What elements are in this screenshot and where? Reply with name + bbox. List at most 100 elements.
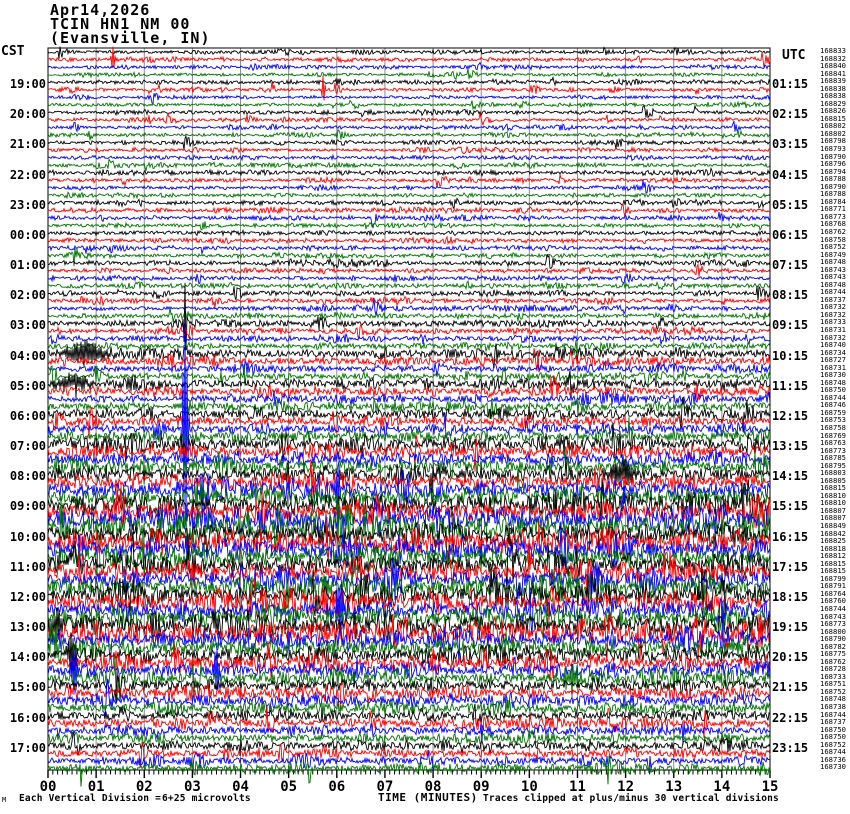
- trace-id: 168748: [820, 694, 846, 704]
- trace-id: 168743: [820, 272, 846, 282]
- cst-label-00:00: 00:00: [9, 227, 46, 242]
- trace-id: 168750: [820, 724, 846, 734]
- trace-id: 168849: [820, 521, 846, 531]
- utc-label-11:15: 11:15: [772, 378, 809, 393]
- header-station: TCIN HN1 NM 00: [50, 15, 191, 33]
- trace-id: 168730: [820, 762, 846, 772]
- cst-label-10:00: 10:00: [9, 529, 46, 544]
- cst-label-23:00: 23:00: [9, 197, 46, 212]
- trace-id: 168752: [820, 739, 846, 749]
- trace-id: 168790: [820, 151, 846, 161]
- trace-id: 168732: [820, 302, 846, 312]
- trace-id: 168815: [820, 558, 846, 568]
- cst-label-05:00: 05:00: [9, 378, 46, 393]
- minute-tick-04: 04: [232, 779, 249, 795]
- header-location: (Evansville, IN): [50, 29, 211, 47]
- trace-id: 168768: [820, 219, 846, 229]
- trace-id: 168784: [820, 196, 846, 206]
- trace-id: 168790: [820, 181, 846, 191]
- cst-label-03:00: 03:00: [9, 318, 46, 333]
- trace-id: 168807: [820, 513, 846, 523]
- trace-id: 168842: [820, 528, 846, 538]
- trace-id: 168833: [820, 46, 846, 55]
- trace-id: 168738: [820, 701, 846, 711]
- minute-tick-09: 09: [472, 779, 490, 795]
- trace-id: 168769: [820, 430, 846, 440]
- trace-id: 168750: [820, 732, 846, 742]
- minute-tick-13: 13: [665, 779, 683, 795]
- trace-id: 168788: [820, 174, 846, 184]
- minute-tick-00: 00: [39, 779, 57, 795]
- trace-id: 168802: [820, 121, 846, 131]
- cst-label-12:00: 12:00: [9, 589, 46, 604]
- division-scale-label: Each Vertical Division =: [19, 793, 162, 804]
- trace-id: 168826: [820, 106, 846, 116]
- minute-tick-06: 06: [328, 779, 346, 795]
- trace-id: 168796: [820, 159, 846, 169]
- utc-label-12:15: 12:15: [772, 408, 809, 423]
- minute-tick-01: 01: [87, 779, 105, 795]
- trace-id: 168799: [820, 573, 846, 583]
- trace-id: 168748: [820, 377, 846, 387]
- minute-tick-03: 03: [183, 779, 201, 795]
- trace-id: 168788: [820, 189, 846, 199]
- minute-tick-11: 11: [569, 779, 586, 795]
- cst-label-13:00: 13:00: [9, 620, 46, 635]
- trace-id: 168727: [820, 355, 846, 365]
- utc-label-22:15: 22:15: [772, 710, 809, 725]
- trace-id: 168839: [820, 76, 846, 86]
- utc-label-02:15: 02:15: [772, 107, 809, 122]
- trace-id: 168744: [820, 603, 846, 613]
- utc-label-06:15: 06:15: [772, 227, 809, 242]
- minute-tick-12: 12: [617, 779, 635, 795]
- utc-label-08:15: 08:15: [772, 288, 809, 303]
- trace-id: 168753: [820, 415, 846, 425]
- cst-label-07:00: 07:00: [9, 439, 46, 454]
- trace-id: 168760: [820, 596, 846, 606]
- header-date: Apr14,2026: [50, 1, 151, 19]
- trace-id: 168744: [820, 287, 846, 297]
- trace-id: 168794: [820, 166, 846, 176]
- cst-label-11:00: 11:00: [9, 559, 46, 574]
- trace-id: 168841: [820, 68, 846, 78]
- trace-id: 168740: [820, 340, 846, 350]
- trace-id: 168758: [820, 423, 846, 432]
- utc-label-21:15: 21:15: [772, 680, 809, 695]
- trace-id: 168732: [820, 309, 846, 319]
- cst-label-19:00: 19:00: [9, 77, 46, 92]
- cst-label-06:00: 06:00: [9, 408, 46, 423]
- trace-id: 168762: [820, 226, 846, 236]
- trace-id: 168815: [820, 483, 846, 493]
- minute-tick-07: 07: [376, 779, 394, 795]
- trace-id: 168734: [820, 347, 846, 357]
- trace-id: 168730: [820, 370, 846, 380]
- trace-id: 168791: [820, 581, 846, 591]
- trace-id: 168743: [820, 264, 846, 274]
- utc-label-18:15: 18:15: [772, 589, 809, 604]
- cst-label-15:00: 15:00: [9, 680, 46, 695]
- utc-label-10:15: 10:15: [772, 348, 809, 363]
- utc-label-15:15: 15:15: [772, 499, 809, 514]
- utc-label-09:15: 09:15: [772, 318, 809, 333]
- trace-id: 168748: [820, 257, 846, 267]
- left-axis-title-cst: CST: [1, 44, 25, 59]
- trace-id: 168810: [820, 490, 846, 500]
- utc-label-17:15: 17:15: [772, 559, 809, 574]
- x-axis-title: TIME (MINUTES): [378, 791, 478, 804]
- trace-id: 168810: [820, 498, 846, 508]
- trace-id: 168832: [820, 53, 846, 63]
- trace-id: 168733: [820, 317, 846, 327]
- trace-id: 168773: [820, 445, 846, 455]
- cst-label-16:00: 16:00: [9, 710, 46, 725]
- minute-tick-15: 15: [761, 779, 779, 795]
- cst-label-01:00: 01:00: [9, 258, 46, 273]
- trace-id: 168798: [820, 136, 846, 146]
- cst-label-14:00: 14:00: [9, 650, 46, 665]
- division-scale-value: 6+25 microvolts: [162, 793, 251, 804]
- utc-label-14:15: 14:15: [772, 469, 809, 484]
- trace-id: 168751: [820, 679, 846, 689]
- trace-id: 168744: [820, 747, 846, 757]
- trace-id: 168764: [820, 588, 846, 598]
- trace-id: 168793: [820, 144, 846, 154]
